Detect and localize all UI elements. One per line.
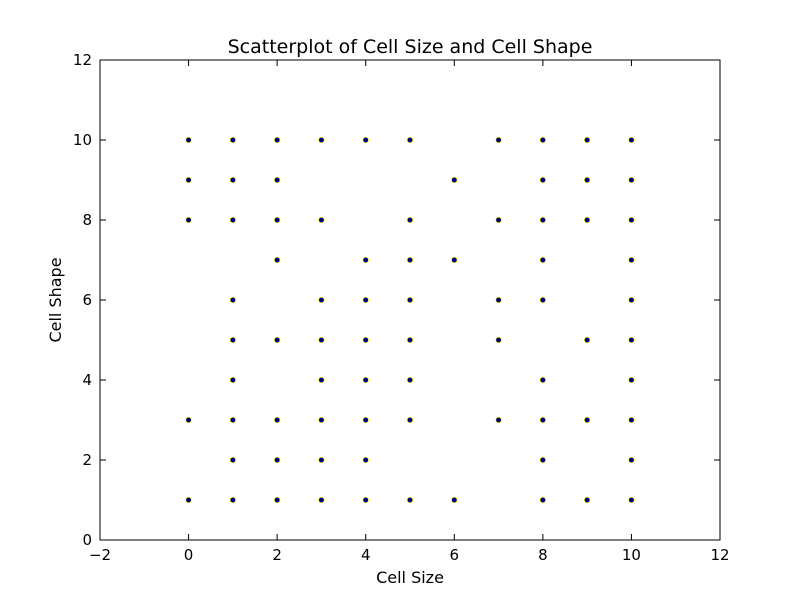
data-point	[539, 416, 546, 424]
data-point	[406, 496, 414, 504]
data-point	[362, 376, 369, 384]
data-point	[229, 336, 236, 344]
data-point	[628, 256, 635, 264]
data-point	[185, 416, 192, 424]
chart-title: Scatterplot of Cell Size and Cell Shape	[228, 36, 593, 58]
data-point	[406, 256, 414, 264]
y-tick-label: 8	[82, 211, 92, 229]
data-point	[229, 456, 236, 464]
data-point	[539, 376, 546, 384]
data-point	[185, 496, 192, 504]
y-tick-label: 4	[82, 371, 92, 389]
data-point	[628, 176, 635, 184]
data-point	[628, 416, 635, 424]
y-tick-label: 10	[73, 131, 92, 149]
x-tick-label: 0	[184, 546, 194, 564]
data-point	[318, 376, 325, 384]
data-point	[584, 416, 591, 424]
data-point	[362, 256, 369, 264]
data-point	[406, 296, 414, 304]
y-tick-label: 2	[82, 451, 92, 469]
data-point	[584, 496, 591, 504]
y-axis-label: Cell Shape	[46, 257, 65, 342]
data-point	[628, 216, 635, 224]
x-tick-label: 4	[361, 546, 371, 564]
data-point	[362, 496, 369, 504]
data-point	[584, 176, 591, 184]
data-point	[628, 376, 635, 384]
data-point	[362, 296, 369, 304]
data-point	[495, 416, 502, 424]
data-point	[584, 136, 591, 144]
data-point	[628, 496, 635, 504]
data-point	[362, 336, 369, 344]
data-point	[362, 136, 369, 144]
y-tick-label: 0	[82, 531, 92, 549]
data-point	[495, 136, 502, 144]
data-point	[318, 496, 325, 504]
data-point	[628, 136, 635, 144]
data-point	[229, 216, 236, 224]
data-point	[362, 416, 369, 424]
data-point	[274, 256, 281, 264]
data-point	[495, 296, 502, 304]
y-tick-label: 6	[82, 291, 92, 309]
data-point	[451, 496, 458, 504]
data-point	[274, 336, 281, 344]
x-axis-label: Cell Size	[376, 568, 444, 587]
data-point	[495, 216, 502, 224]
data-point	[406, 376, 414, 384]
data-point	[229, 376, 236, 384]
data-point	[406, 216, 414, 224]
data-point	[185, 136, 192, 144]
x-tick-label: 6	[450, 546, 460, 564]
data-point	[539, 176, 546, 184]
data-point	[318, 216, 325, 224]
data-point	[539, 136, 546, 144]
data-point	[584, 216, 591, 224]
data-point	[406, 336, 414, 344]
data-point	[628, 456, 635, 464]
data-point	[229, 176, 236, 184]
data-point	[495, 336, 502, 344]
data-point	[584, 336, 591, 344]
data-point	[229, 496, 236, 504]
data-point	[318, 416, 325, 424]
y-tick-label: 12	[73, 51, 92, 69]
data-point	[406, 136, 414, 144]
data-point	[229, 416, 236, 424]
data-point	[406, 416, 414, 424]
data-point	[362, 456, 369, 464]
data-point	[628, 336, 635, 344]
data-point	[318, 336, 325, 344]
data-point	[539, 456, 546, 464]
x-tick-label: 12	[710, 546, 729, 564]
x-tick-label: 10	[622, 546, 641, 564]
x-tick-label: 2	[272, 546, 282, 564]
x-tick-label: 8	[538, 546, 548, 564]
data-point	[539, 296, 546, 304]
data-point	[185, 176, 192, 184]
data-point	[539, 256, 546, 264]
data-point	[274, 496, 281, 504]
data-point	[274, 216, 281, 224]
data-point	[274, 416, 281, 424]
x-tick-label: −2	[89, 546, 111, 564]
data-point	[539, 216, 546, 224]
data-point	[451, 176, 458, 184]
data-point	[274, 456, 281, 464]
data-point	[451, 256, 458, 264]
data-point	[274, 176, 281, 184]
data-point	[539, 496, 546, 504]
data-point	[318, 456, 325, 464]
data-point	[185, 216, 192, 224]
data-point	[229, 296, 236, 304]
data-point	[318, 296, 325, 304]
data-point	[274, 136, 281, 144]
data-point	[318, 136, 325, 144]
data-point	[628, 296, 635, 304]
data-point	[229, 136, 236, 144]
